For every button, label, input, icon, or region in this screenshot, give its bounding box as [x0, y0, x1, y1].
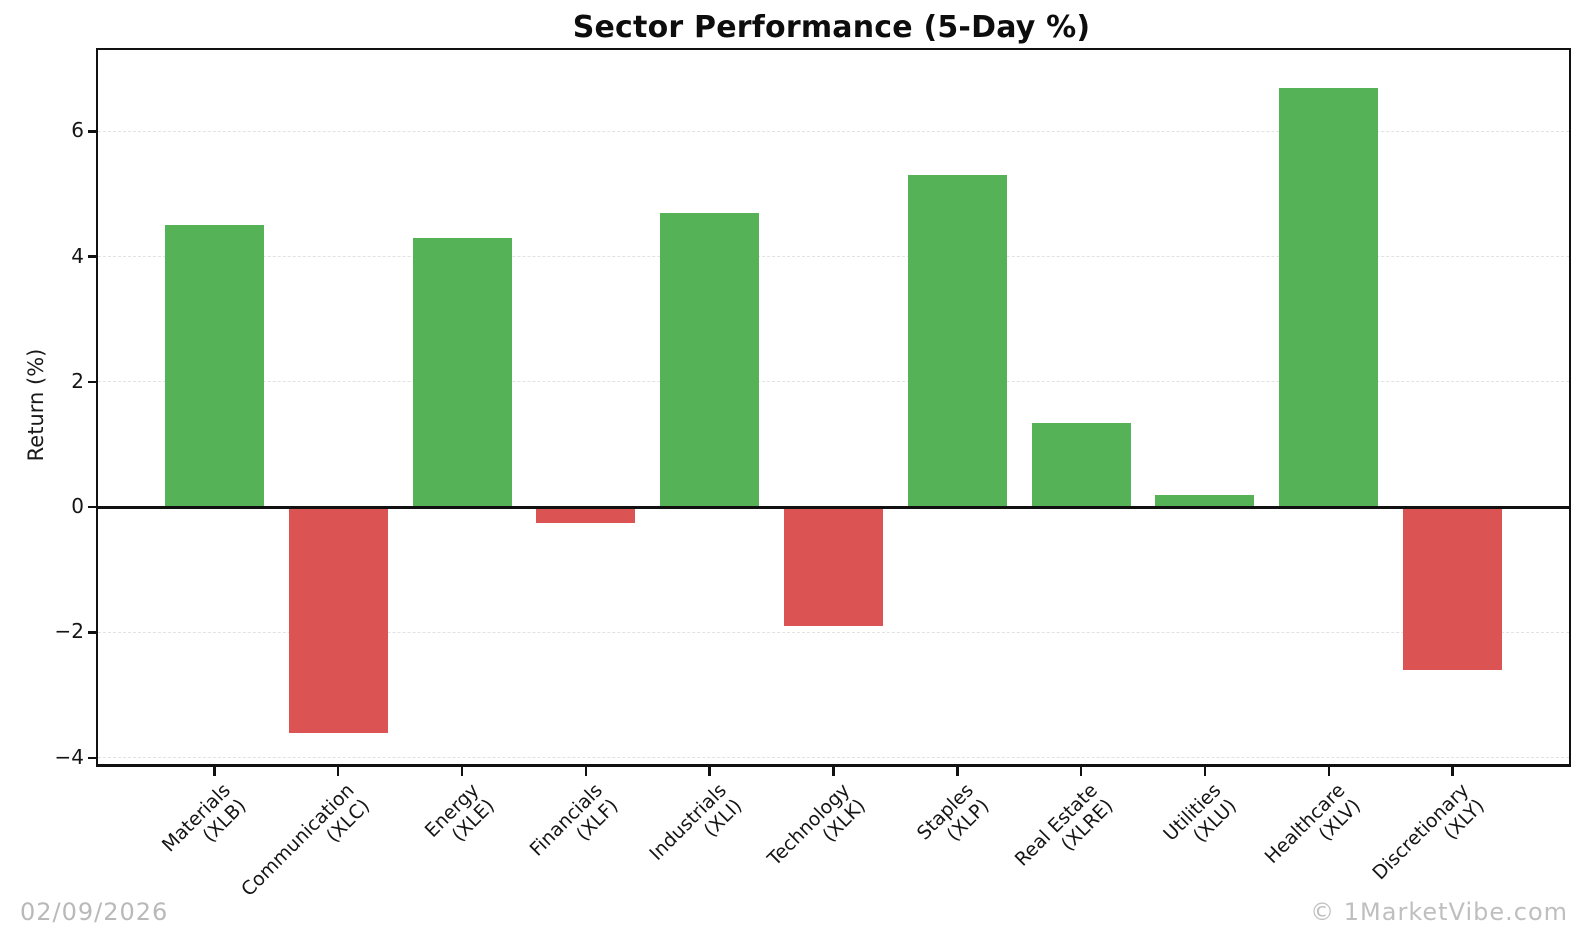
chart-title: Sector Performance (5-Day %)	[572, 10, 1091, 45]
gridline	[98, 130, 1569, 132]
gridline	[98, 381, 1569, 383]
gridline	[98, 756, 1569, 758]
x-tick-label: Financials (XLF)	[525, 779, 623, 861]
y-tick-label: −2	[54, 619, 84, 644]
x-tick-mark	[337, 767, 340, 776]
x-tick-label: Healthcare (XLV)	[1260, 779, 1366, 869]
gridline	[98, 255, 1569, 257]
bar-technology	[783, 507, 884, 627]
zero-line	[98, 505, 1569, 509]
bar-utilities	[1155, 494, 1255, 508]
x-tick-label: Materials (XLB)	[158, 779, 251, 857]
x-tick-label: Energy (XLE)	[420, 779, 499, 846]
bar-materials	[164, 225, 264, 508]
bar-energy	[412, 237, 512, 508]
y-tick-mark	[88, 380, 96, 384]
bar-staples	[907, 175, 1007, 508]
y-tick-label: −4	[54, 744, 84, 769]
x-tick-label: Technology (XLK)	[763, 779, 870, 871]
x-tick-mark	[1203, 767, 1207, 776]
x-tick-mark	[708, 767, 711, 776]
y-tick-mark	[88, 130, 96, 133]
x-tick-label: Industrials (XLI)	[644, 779, 746, 865]
bar-industrials	[660, 212, 760, 508]
x-tick-mark	[213, 767, 216, 776]
x-tick-mark	[584, 767, 588, 776]
x-tick-label: Real Estate (XLRE)	[1010, 779, 1118, 871]
bar-financials	[536, 507, 636, 523]
y-axis-label: Return (%)	[24, 348, 48, 462]
y-tick-label: 4	[71, 243, 84, 268]
footer-date: 02/09/2026	[20, 898, 169, 926]
x-tick-mark	[1079, 767, 1083, 776]
x-tick-mark	[832, 767, 835, 776]
bar-discretionary	[1403, 507, 1503, 671]
x-tick-label: Discretionary (XLY)	[1368, 779, 1489, 885]
x-tick-label: Utilities (XLU)	[1159, 779, 1242, 847]
x-tick-label: Staples (XLP)	[913, 779, 994, 846]
bar-healthcare	[1279, 87, 1379, 508]
x-tick-mark	[1451, 767, 1454, 776]
gridline	[98, 631, 1569, 633]
x-tick-mark	[1327, 767, 1330, 776]
bar-real-estate	[1031, 422, 1131, 508]
x-tick-mark	[956, 767, 959, 776]
footer-attribution: © 1MarketVibe.com	[1310, 898, 1568, 926]
y-tick-mark	[88, 756, 96, 759]
y-tick-label: 0	[71, 494, 84, 519]
y-tick-mark	[88, 255, 96, 258]
y-tick-label: 6	[71, 118, 84, 143]
plot-area: Return (%) −4 −2 0 2 4 6 Materials (XLB) Commun…	[24, 48, 1571, 901]
y-tick-mark	[88, 506, 96, 509]
x-tick-label: Communication (XLC)	[237, 779, 375, 901]
y-tick-mark	[88, 631, 96, 634]
y-tick-label: 2	[71, 368, 84, 393]
x-tick-mark	[460, 767, 464, 776]
bar-communication	[288, 507, 388, 733]
